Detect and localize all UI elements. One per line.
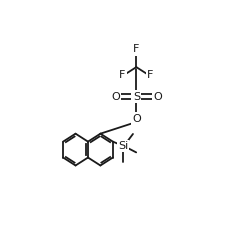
Text: O: O xyxy=(110,91,119,102)
Text: S: S xyxy=(132,91,139,102)
Text: F: F xyxy=(119,70,125,80)
Text: Si: Si xyxy=(117,141,128,151)
Text: F: F xyxy=(133,44,139,54)
Text: F: F xyxy=(146,70,153,80)
Text: O: O xyxy=(131,114,140,123)
Text: O: O xyxy=(152,91,161,102)
